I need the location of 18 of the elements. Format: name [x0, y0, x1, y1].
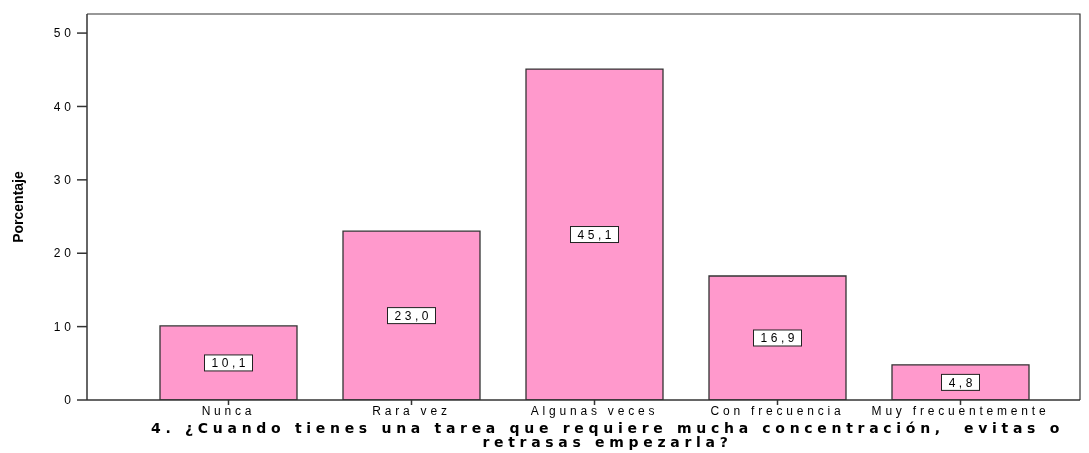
y-tick-label: 40	[53, 99, 75, 114]
x-axis-title: 4. ¿Cuando tienes una tarea que requiere mucha concentración, evitas o retrasas empezarla?	[150, 420, 1065, 450]
x-tick-label: Algunas veces	[530, 403, 659, 418]
data-label: 10,1	[211, 356, 249, 371]
y-tick-label: 50	[53, 26, 75, 41]
x-tick-label: Nunca	[201, 403, 256, 418]
y-tick-label: 0	[64, 393, 75, 408]
x-tick-label: Con frecuencia	[710, 403, 845, 418]
data-label: 45,1	[577, 227, 615, 242]
x-tick-label: Rara vez	[372, 403, 451, 418]
y-tick-label: 30	[53, 173, 75, 188]
x-tick-label: Muy frecuentemente	[871, 403, 1050, 418]
data-label: 23,0	[394, 308, 432, 323]
data-label: 16,9	[760, 331, 798, 346]
y-tick-label: 10	[53, 319, 75, 334]
y-axis-title: Porcentaje	[9, 171, 26, 243]
data-label: 4,8	[948, 375, 976, 390]
y-tick-label: 20	[53, 246, 75, 261]
